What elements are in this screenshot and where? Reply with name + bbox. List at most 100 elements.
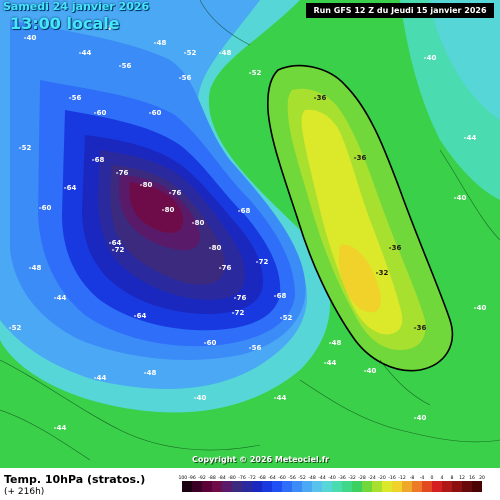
legend-swatch	[412, 481, 422, 492]
legend-tick-label: -76	[238, 475, 246, 481]
legend-tick-label: 8	[451, 475, 454, 481]
map-canvas: -40 -40 -44 -48 -48 -52 -52 -52 -56 -56 -56 -60 -60 -…	[0, 0, 500, 461]
isotherm-label: -36	[389, 244, 402, 252]
isotherm-label: -80	[162, 206, 175, 214]
cold-core-center	[129, 182, 184, 233]
isotherm-label: -36	[414, 324, 427, 332]
legend-tick-label: -84	[218, 475, 226, 481]
legend-tick-label: -88	[208, 475, 216, 481]
legend-tick-label: -68	[258, 475, 266, 481]
isotherm-label: -52	[184, 49, 197, 57]
isotherm-label: -52	[19, 144, 32, 152]
isotherm-label: -44	[54, 424, 67, 432]
legend-swatch	[392, 481, 402, 492]
legend-tick-label: -60	[278, 475, 286, 481]
legend-tick-label: -32	[348, 475, 356, 481]
isotherm-label: -40	[414, 414, 427, 422]
warm-zone-core	[338, 244, 381, 313]
legend-tick-label: 20	[479, 475, 485, 481]
isotherm-label: -48	[154, 39, 167, 47]
legend-swatch	[192, 481, 202, 492]
isotherm-label: -64	[134, 312, 147, 320]
isotherm-label: -76	[169, 189, 182, 197]
legend-swatch	[382, 481, 392, 492]
legend-swatch	[232, 481, 242, 492]
isotherm-label: -76	[116, 169, 129, 177]
legend-swatch	[452, 481, 462, 492]
isotherm-label: -68	[238, 207, 251, 215]
isotherm-label: -36	[354, 154, 367, 162]
copyright: Copyright © 2026 Meteociel.fr	[192, 455, 330, 464]
legend-swatch	[262, 481, 272, 492]
variable-title: Temp. 10hPa (stratos.)	[4, 473, 146, 486]
temperature-map: -40 -40 -44 -48 -48 -52 -52 -52 -56 -56 -56 -60 -60 -…	[0, 0, 500, 468]
isotherm-label: -40	[424, 54, 437, 62]
legend-tick-label: 12	[459, 475, 465, 481]
legend-tick-label: -64	[268, 475, 276, 481]
legend-tick-label: 0	[431, 475, 434, 481]
legend-swatch	[432, 481, 442, 492]
isotherm-label: -76	[234, 294, 247, 302]
legend-swatch	[352, 481, 362, 492]
isotherm-label: -64	[64, 184, 77, 192]
coastlines	[0, 0, 500, 461]
isotherm-label: -48	[144, 369, 157, 377]
isotherm-label: -60	[39, 204, 52, 212]
legend-tick-label: -28	[358, 475, 366, 481]
isotherm-label: -56	[249, 344, 262, 352]
legend-swatch	[272, 481, 282, 492]
isotherm-label: -72	[256, 258, 269, 266]
legend-swatch	[242, 481, 252, 492]
legend-swatch	[292, 481, 302, 492]
isotherm-label: -60	[149, 109, 162, 117]
warm-zone-inner	[301, 109, 403, 335]
legend-tick-label: 4	[441, 475, 444, 481]
legend-swatch	[472, 481, 482, 492]
isotherm-label: -52	[9, 324, 22, 332]
legend-tick-label: -80	[228, 475, 236, 481]
isotherm-label: -40	[364, 367, 377, 375]
isotherm-label: -52	[249, 69, 262, 77]
legend-swatch	[342, 481, 352, 492]
legend-swatch	[422, 481, 432, 492]
isotherm-label: -40	[474, 304, 487, 312]
legend-swatch	[442, 481, 452, 492]
run-info: Run GFS 12 Z du Jeudi 15 janvier 2026	[306, 3, 494, 18]
legend-tick-label: -4	[420, 475, 425, 481]
legend-tick-label: -12	[398, 475, 406, 481]
legend-swatch	[372, 481, 382, 492]
legend-tick-label: -100	[178, 475, 187, 481]
legend-tick-label: -92	[198, 475, 206, 481]
legend-tick-label: -72	[248, 475, 256, 481]
legend-tick-label: -20	[378, 475, 386, 481]
isotherm-label: -44	[79, 49, 92, 57]
isotherm-label: -52	[280, 314, 293, 322]
isotherm-label: -80	[209, 244, 222, 252]
legend-swatch	[252, 481, 262, 492]
legend-tick-label: -24	[368, 475, 376, 481]
legend-swatch	[182, 481, 192, 492]
legend-swatch	[222, 481, 232, 492]
isotherm-label: -48	[29, 264, 42, 272]
isotherm-label: -44	[54, 294, 67, 302]
isotherm-label: -44	[324, 359, 337, 367]
isotherm-label: -40	[24, 34, 37, 42]
isotherm-label: -44	[94, 374, 107, 382]
isotherm-label: -64	[109, 239, 122, 247]
legend-swatch	[402, 481, 412, 492]
isotherm-label: -72	[232, 309, 245, 317]
legend-tick-label: -8	[410, 475, 415, 481]
isotherm-label: -60	[94, 109, 107, 117]
isotherm-label: -56	[179, 74, 192, 82]
isotherm-label: -36	[314, 94, 327, 102]
isotherm-label: -44	[464, 134, 477, 142]
footer: Temp. 10hPa (stratos.) (+ 216h) -100-96-…	[0, 468, 500, 500]
forecast-time: 13:00 locale	[10, 14, 120, 33]
isotherm-label: -48	[219, 49, 232, 57]
legend-swatch	[322, 481, 332, 492]
isotherm-label: -80	[192, 219, 205, 227]
isotherm-label: -48	[329, 339, 342, 347]
legend-swatch	[332, 481, 342, 492]
isotherm-label: -68	[274, 292, 287, 300]
legend-tick-label: -40	[328, 475, 336, 481]
